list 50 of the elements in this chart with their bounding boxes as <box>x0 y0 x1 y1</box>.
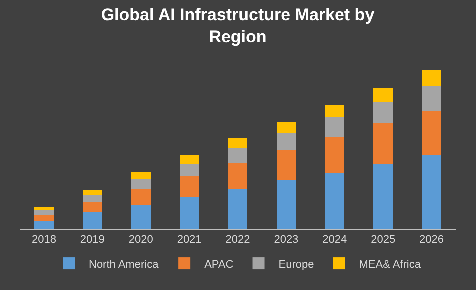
bar <box>131 205 151 229</box>
bar <box>34 207 54 210</box>
bar <box>276 122 296 134</box>
legend-label: Europe <box>278 258 314 271</box>
bar <box>374 102 394 124</box>
legend-label: North America <box>89 258 160 271</box>
bar <box>422 155 442 229</box>
bar <box>374 164 394 229</box>
bar <box>180 164 200 176</box>
bar <box>228 162 248 190</box>
x-tick-label: 2020 <box>128 234 154 246</box>
bar <box>228 189 248 229</box>
bar <box>422 70 442 86</box>
x-tick-label: 2019 <box>80 234 105 246</box>
bar <box>325 117 345 137</box>
bar <box>82 212 102 229</box>
bar <box>82 195 102 203</box>
bar <box>82 190 102 196</box>
bar <box>228 148 248 163</box>
bar <box>422 110 442 156</box>
bar <box>325 172 345 229</box>
bar <box>325 136 345 173</box>
bar <box>180 156 200 164</box>
x-tick-label: 2018 <box>32 234 56 246</box>
bar <box>374 88 394 103</box>
bar <box>276 150 296 180</box>
bar <box>131 172 151 180</box>
bar <box>180 176 200 197</box>
bar <box>422 86 442 111</box>
legend-label: MEA& Africa <box>359 258 422 271</box>
chart-title: Global AI Infrastructure Market by Region <box>101 5 376 46</box>
bar <box>374 123 394 165</box>
bar <box>180 196 200 229</box>
x-tick-label: 2023 <box>274 234 299 246</box>
legend-label: APAC <box>204 258 234 271</box>
x-tick-label: 2024 <box>322 234 348 246</box>
bar <box>276 133 296 150</box>
x-tick-label: 2025 <box>371 234 396 246</box>
bar <box>82 202 102 212</box>
x-tick-label: 2021 <box>177 234 202 246</box>
bar <box>276 180 296 229</box>
bar <box>228 138 248 148</box>
bar <box>325 105 345 118</box>
bar <box>34 210 54 215</box>
bar <box>131 189 151 206</box>
bar <box>34 214 54 222</box>
x-tick-label: 2022 <box>226 234 250 246</box>
bar <box>34 222 54 229</box>
x-tick-label: 2026 <box>420 234 444 246</box>
bar <box>131 179 151 190</box>
